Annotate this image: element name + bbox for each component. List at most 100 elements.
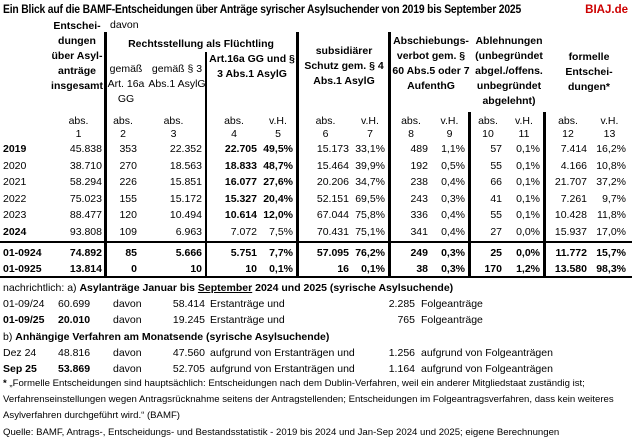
table-cell: 10.494 [169, 209, 202, 221]
note-davon: davon [113, 314, 142, 326]
note-total: 20.010 [58, 314, 91, 326]
note-follow-text: Folgeanträge [421, 298, 483, 310]
unit-label: abs. [113, 115, 133, 127]
table-cell: 0,1% [516, 176, 540, 188]
table-cell: 22.705 [224, 143, 257, 155]
unit-label: v.H. [515, 115, 533, 127]
table-cell: 39,9% [355, 159, 385, 172]
column-number: 9 [446, 128, 453, 140]
table-cell: 49,5% [263, 143, 293, 155]
unit-label: v.H. [361, 115, 379, 127]
table-cell: 18.563 [169, 159, 202, 172]
total-row-label: 01-0924 [3, 247, 42, 259]
total-cell: 57.095 [316, 247, 349, 259]
column-number: 5 [275, 128, 281, 140]
table-cell: 33,1% [355, 143, 385, 155]
table-cell: 0,3% [441, 192, 465, 205]
total-cell: 5.751 [230, 247, 257, 259]
header-formal-decisions: formelle Entschei-dungen* [565, 51, 613, 93]
note-label: 01-09/25 [3, 314, 45, 326]
table-cell: 15.327 [224, 192, 257, 205]
footnote: * „Formelle Entscheidungen sind hauptsäc… [3, 378, 614, 421]
note-follow: 2.285 [388, 298, 415, 310]
row-label: 2021 [3, 176, 27, 188]
total-cell: 0,3% [441, 247, 465, 259]
column-number: 11 [518, 128, 530, 140]
table-cell: 10.428 [554, 209, 587, 221]
table-cell: 45.838 [69, 143, 102, 155]
table-cell: 58.294 [69, 176, 102, 188]
table-cell: 341 [410, 225, 428, 238]
table-cell: 67.044 [316, 209, 349, 221]
table-cell: 270 [119, 159, 137, 172]
total-cell: 249 [410, 247, 428, 259]
table-cell: 15.173 [316, 143, 349, 155]
table-cell: 27 [490, 225, 502, 238]
table-cell: 7.261 [560, 192, 587, 205]
unit-label: abs. [558, 115, 578, 127]
note-davon: davon [113, 347, 142, 359]
total-cell: 25 [490, 247, 502, 259]
table-cell: 34,7% [355, 176, 385, 188]
table-cell: 109 [119, 225, 137, 238]
table-cell: 353 [119, 143, 137, 155]
total-cell: 76,2% [355, 247, 385, 259]
unit-label: abs. [478, 115, 498, 127]
table-cell: 18.833 [224, 159, 257, 172]
table-cell: 15.937 [554, 225, 587, 238]
table-cell: 0,1% [516, 192, 540, 205]
table-cell: 21.707 [554, 176, 587, 188]
header-deportation-ban: Abschiebungs-verbot gem. § 60 Abs.5 oder… [392, 35, 470, 92]
header-davon: davon [110, 19, 139, 31]
unit-label: abs. [68, 115, 89, 127]
table-cell: 16,2% [596, 143, 626, 155]
table-cell: 0,4% [441, 225, 465, 238]
note-first: 47.560 [172, 347, 205, 359]
note-label: Sep 25 [3, 363, 37, 375]
total-cell: 85 [125, 247, 137, 259]
table-cell: 55 [490, 159, 502, 172]
total-cell: 7,7% [269, 247, 293, 259]
header-total-decisions: Entschei-dungen über Asyl-anträge insges… [51, 20, 103, 92]
header-subsidiary: subsidiärer Schutz gem. § 4 Abs.1 AsylG [304, 45, 384, 87]
table-cell: 226 [119, 176, 137, 188]
table-cell: 69,5% [355, 192, 385, 205]
total-cell: 74.892 [69, 247, 102, 259]
column-number: 12 [562, 128, 574, 140]
table-cell: 52.151 [316, 192, 349, 205]
table-cell: 66 [490, 176, 502, 188]
total-cell: 98,3% [596, 263, 626, 275]
total-cell: 13.580 [554, 263, 587, 275]
unit-label: abs. [224, 115, 244, 127]
table-cell: 120 [119, 209, 137, 221]
column-number: 6 [322, 128, 329, 140]
table-cell: 16.077 [224, 176, 257, 188]
table-cell: 15.172 [169, 192, 202, 205]
unit-label: abs. [163, 115, 184, 127]
note-first-text: aufgrund von Erstanträgen und [210, 363, 355, 375]
table-cell: 70.431 [316, 225, 349, 238]
table-cell: 55 [490, 209, 502, 221]
note-follow: 1.256 [388, 347, 415, 359]
table-cell: 75.023 [69, 192, 102, 205]
table-cell: 15.851 [169, 176, 202, 188]
column-number: 7 [367, 128, 373, 140]
table-cell: 88.477 [69, 209, 102, 221]
table-cell: 238 [410, 176, 428, 188]
unit-label: abs. [315, 115, 336, 127]
column-number: 8 [408, 128, 414, 140]
unit-label: v.H. [269, 115, 287, 127]
note-davon: davon [113, 363, 142, 375]
table-cell: 37,2% [596, 176, 626, 188]
note-first-text: Erstanträge und [210, 298, 285, 310]
table-cell: 0,5% [441, 159, 465, 172]
header-rejections: Ablehnungen (unbegründet abgel./offens. … [475, 35, 543, 107]
total-cell: 15,7% [596, 247, 626, 259]
note-davon: davon [113, 298, 142, 310]
column-number: 4 [231, 128, 237, 140]
table-cell: 7,5% [269, 225, 293, 238]
table-cell: 15.464 [316, 159, 349, 172]
table-cell: 41 [490, 192, 502, 205]
table-cell: 75,1% [355, 225, 385, 238]
